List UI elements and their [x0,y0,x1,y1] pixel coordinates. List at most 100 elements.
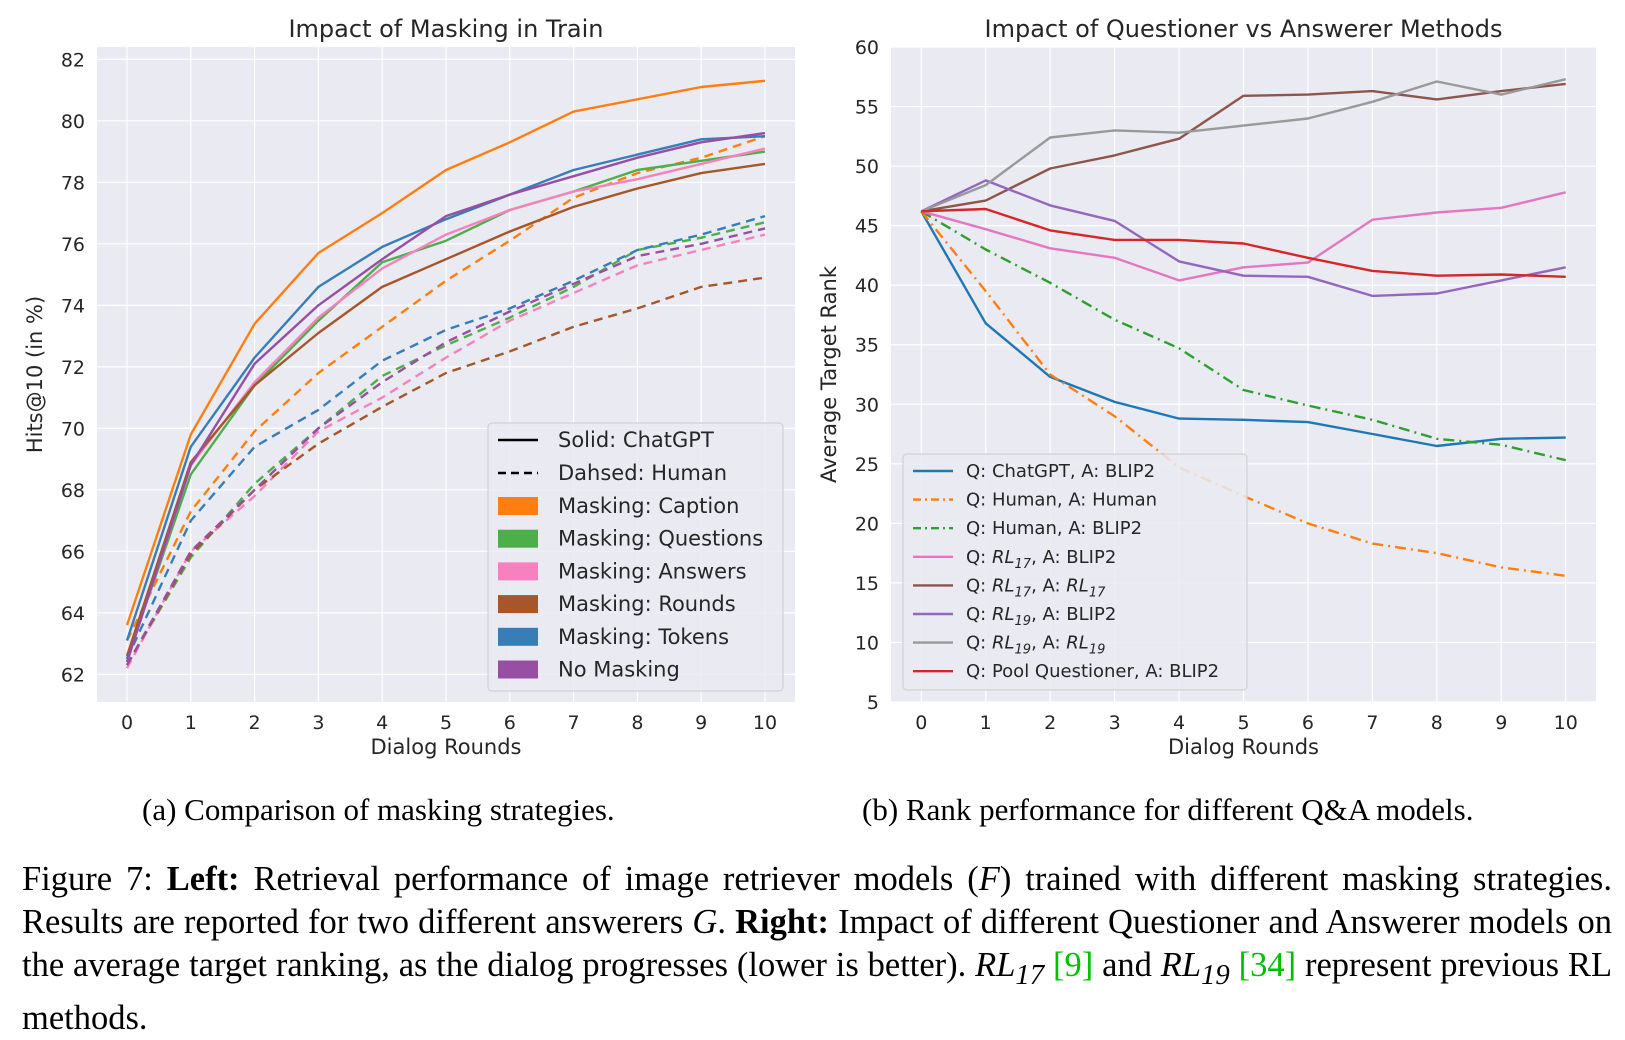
caption-right-label: Right: [735,903,829,941]
x-tick-label: 2 [1044,712,1056,734]
legend-swatch [498,628,538,646]
y-tick-label: 74 [61,295,85,317]
legend-label: Masking: Questions [558,527,763,551]
legend-label-subscript: 17 [1015,585,1032,600]
caption-var-f: F [979,860,1000,898]
legend-label: Solid: ChatGPT [558,428,714,452]
caption-cite-9[interactable]: [9] [1053,946,1093,984]
y-tick-label: 62 [61,664,85,686]
x-tick-label: 9 [1495,712,1507,734]
y-tick-label: 25 [855,454,879,476]
legend-label-part: RL [992,575,1015,596]
caption-left-text: Retrieval performance of image retriever… [240,860,979,898]
legend: Q: ChatGPT, A: BLIP2 Q: Human, A: Human Q:… [903,454,1247,690]
y-tick-label: 64 [61,603,85,625]
x-axis-label: Dialog Rounds [1168,735,1319,759]
caption-rl19-sub: 19 [1201,959,1230,991]
x-tick-label: 7 [568,712,580,734]
x-tick-label: 0 [121,712,133,734]
x-tick-label: 2 [249,712,261,734]
y-tick-label: 60 [855,37,879,59]
y-tick-label: 68 [61,480,85,502]
x-tick-label: 4 [376,712,388,734]
y-tick-label: 70 [61,418,85,440]
y-tick-label: 10 [855,632,879,654]
y-tick-label: 76 [61,234,85,256]
x-tick-label: 1 [980,712,992,734]
caption-rl17-sub: 17 [1015,959,1044,991]
caption-dot: . [717,903,735,941]
x-tick-label: 8 [631,712,643,734]
legend-label-part: Q: Human, A: Human [966,490,1157,511]
subcaption-a: (a) Comparison of masking strategies. [142,792,615,828]
legend-swatch [498,562,538,580]
legend-swatch [498,497,538,515]
y-tick-label: 82 [61,49,85,71]
legend-label-part: Q: [966,604,992,625]
x-tick-label: 8 [1431,712,1443,734]
legend-label: Masking: Rounds [558,592,736,616]
figure-caption: Figure 7: Left: Retrieval performance of… [22,858,1612,1040]
legend-swatch [498,530,538,548]
x-tick-label: 9 [695,712,707,734]
y-axis-label: Hits@10 (in %) [23,296,47,453]
legend-label-part: , A: BLIP2 [1031,547,1116,568]
legend-label: No Masking [558,658,680,682]
x-tick-label: 6 [504,712,516,734]
x-tick-label: 7 [1366,712,1378,734]
caption-left-label: Left: [167,860,240,898]
caption-var-g: G [692,903,717,941]
y-axis-label: Average Target Rank [817,265,841,483]
caption-and-text: and [1093,946,1161,984]
y-tick-label: 80 [61,111,85,133]
y-tick-label: 55 [855,97,879,119]
y-tick-label: 15 [855,573,879,595]
legend-label: Masking: Tokens [558,625,729,649]
x-axis-label: Dialog Rounds [371,735,522,759]
legend-label-subscript: 17 [1089,585,1106,600]
x-tick-label: 0 [915,712,927,734]
legend-label: Q: Human, A: Human [966,490,1157,511]
y-tick-label: 35 [855,335,879,357]
legend-label-part: RL [992,547,1015,568]
x-tick-label: 3 [1109,712,1121,734]
legend-label-part: , A: [1031,633,1066,654]
legend-label-part: Q: Pool Questioner, A: BLIP2 [966,661,1219,682]
legend-label: Q: ChatGPT, A: BLIP2 [966,461,1155,482]
caption-cite-34[interactable]: [34] [1239,946,1296,984]
legend-label-part: , A: BLIP2 [1031,604,1116,625]
legend-swatch [498,595,538,613]
x-tick-label: 5 [1237,712,1249,734]
y-tick-label: 40 [855,275,879,297]
legend-label-part: Q: ChatGPT, A: BLIP2 [966,461,1155,482]
x-tick-label: 1 [185,712,197,734]
legend-label-part: RL [992,633,1015,654]
caption-rl19: RL [1161,946,1201,984]
legend-label-subscript: 19 [1015,614,1032,629]
subcaption-b: (b) Rank performance for different Q&A m… [862,792,1473,828]
y-tick-label: 66 [61,541,85,563]
legend-label: Q: Human, A: BLIP2 [966,518,1142,539]
legend-label-part: Q: [966,547,992,568]
legend-label-subscript: 17 [1015,557,1032,572]
legend-label-subscript: 19 [1015,643,1032,658]
x-tick-label: 3 [312,712,324,734]
legend-label: Masking: Answers [558,559,747,583]
y-tick-label: 5 [867,692,879,714]
legend-label-part: Q: Human, A: BLIP2 [966,518,1142,539]
chart-title: Impact of Masking in Train [288,15,603,43]
y-tick-label: 78 [61,172,85,194]
y-tick-label: 30 [855,394,879,416]
x-tick-label: 5 [440,712,452,734]
x-tick-label: 10 [753,712,777,734]
legend-label: Masking: Caption [558,494,739,518]
caption-rl17: RL [975,946,1015,984]
y-tick-label: 20 [855,513,879,535]
y-tick-label: 72 [61,357,85,379]
legend-label: Q: Pool Questioner, A: BLIP2 [966,661,1219,682]
legend-swatch [498,661,538,679]
x-tick-label: 10 [1554,712,1578,734]
